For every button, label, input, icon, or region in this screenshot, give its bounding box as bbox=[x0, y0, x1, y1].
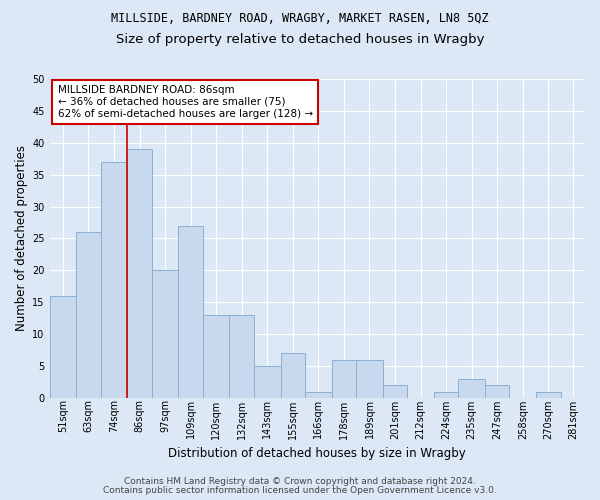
X-axis label: Distribution of detached houses by size in Wragby: Distribution of detached houses by size … bbox=[169, 447, 466, 460]
Bar bbox=[101, 162, 127, 398]
Bar bbox=[254, 366, 281, 398]
Bar bbox=[458, 379, 485, 398]
Bar bbox=[332, 360, 356, 398]
Bar bbox=[50, 296, 76, 398]
Bar bbox=[536, 392, 560, 398]
Bar bbox=[178, 226, 203, 398]
Bar bbox=[485, 385, 509, 398]
Bar bbox=[229, 315, 254, 398]
Bar bbox=[203, 315, 229, 398]
Bar bbox=[152, 270, 178, 398]
Bar bbox=[383, 385, 407, 398]
Bar bbox=[305, 392, 332, 398]
Bar bbox=[434, 392, 458, 398]
Bar bbox=[356, 360, 383, 398]
Bar bbox=[281, 354, 305, 398]
Text: Contains HM Land Registry data © Crown copyright and database right 2024.: Contains HM Land Registry data © Crown c… bbox=[124, 477, 476, 486]
Text: Contains public sector information licensed under the Open Government Licence v3: Contains public sector information licen… bbox=[103, 486, 497, 495]
Bar bbox=[127, 149, 152, 398]
Text: Size of property relative to detached houses in Wragby: Size of property relative to detached ho… bbox=[116, 32, 484, 46]
Text: MILLSIDE BARDNEY ROAD: 86sqm
← 36% of detached houses are smaller (75)
62% of se: MILLSIDE BARDNEY ROAD: 86sqm ← 36% of de… bbox=[58, 86, 313, 118]
Bar bbox=[76, 232, 101, 398]
Text: MILLSIDE, BARDNEY ROAD, WRAGBY, MARKET RASEN, LN8 5QZ: MILLSIDE, BARDNEY ROAD, WRAGBY, MARKET R… bbox=[111, 12, 489, 26]
Y-axis label: Number of detached properties: Number of detached properties bbox=[15, 146, 28, 332]
